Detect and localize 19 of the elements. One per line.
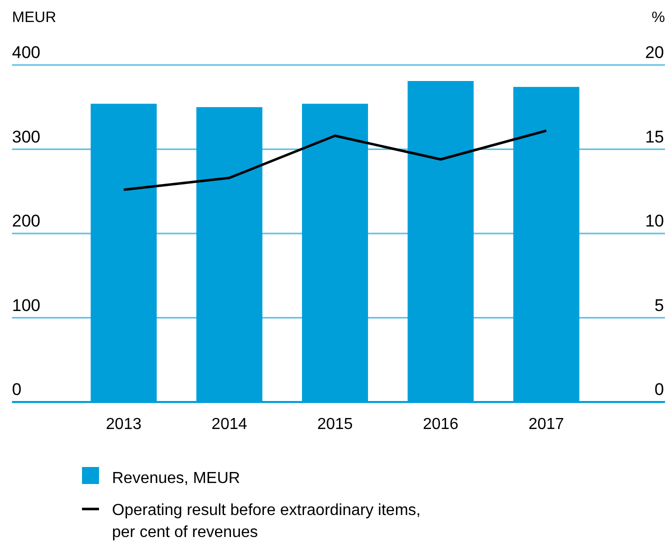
y-tick-label: 100 — [12, 296, 40, 315]
y2-tick-label: 5 — [654, 296, 664, 315]
y2-tick-label: 10 — [645, 212, 664, 230]
x-tick-label: 2013 — [106, 416, 142, 433]
y2-tick-label: 15 — [645, 127, 664, 146]
y-axis-title: MEUR — [12, 9, 56, 26]
y-tick-label: 400 — [12, 43, 40, 62]
x-tick-label: 2014 — [212, 416, 248, 433]
y-tick-label: 300 — [12, 127, 40, 146]
x-tick-label: 2017 — [528, 416, 564, 433]
x-tick-label: 2015 — [317, 416, 353, 433]
y2-tick-label: 0 — [654, 380, 664, 399]
y2-tick-label: 20 — [645, 43, 664, 62]
y-tick-label: 0 — [12, 380, 22, 399]
legend-label: Operating result before extraordinary items, per cent of revenues — [112, 502, 421, 541]
legend-label: Revenues, MEUR — [112, 470, 240, 487]
y-tick-label: 200 — [12, 212, 40, 230]
x-tick-label: 2016 — [422, 416, 459, 433]
y2-axis-title: % — [652, 9, 665, 26]
